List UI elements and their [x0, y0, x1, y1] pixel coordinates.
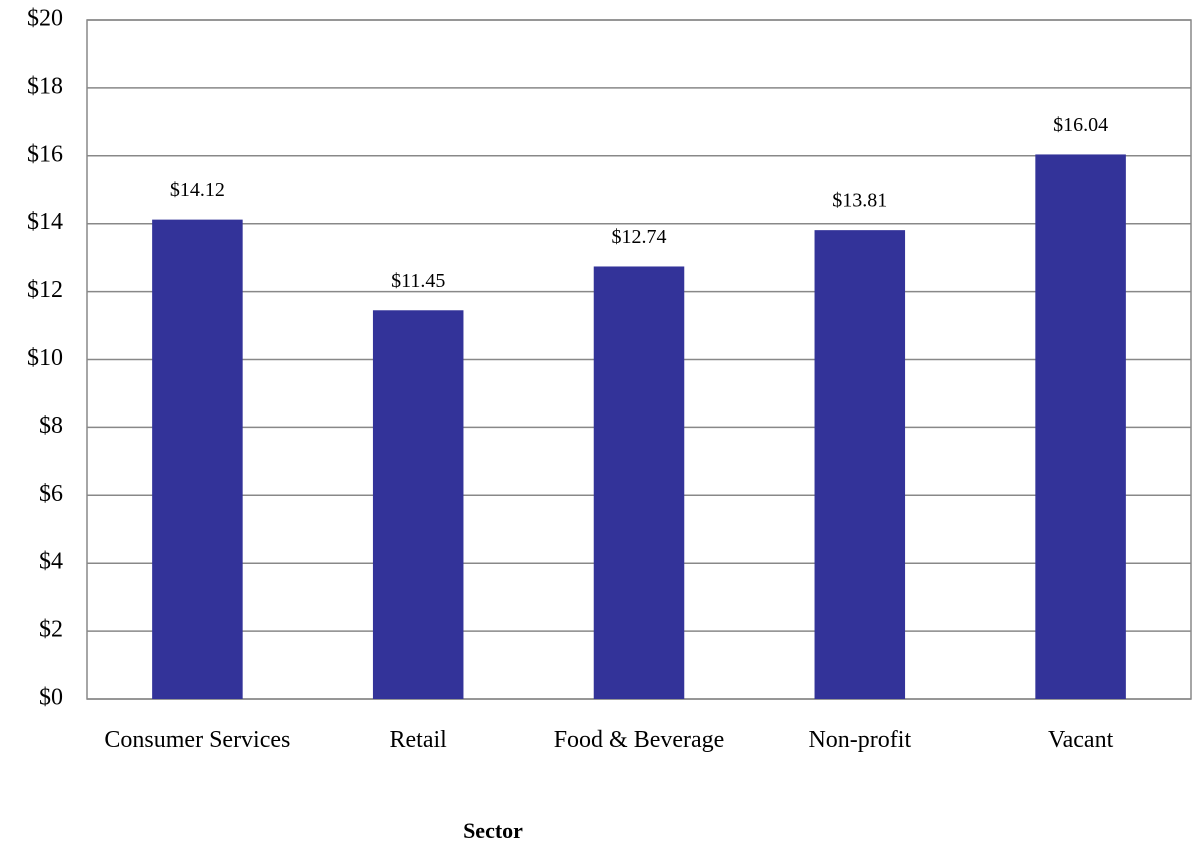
y-tick-label: $12: [27, 277, 63, 303]
value-label: $14.12: [170, 179, 225, 201]
bar: [372, 310, 464, 699]
y-tick-label: $10: [27, 345, 63, 371]
y-tick-label: $20: [27, 6, 63, 32]
y-tick-label: $18: [27, 73, 63, 99]
y-tick-label: $16: [27, 141, 63, 167]
value-label: $12.74: [612, 226, 667, 248]
x-tick-label: Food & Beverage: [553, 727, 725, 753]
x-tick-label: Non-profit: [808, 727, 912, 753]
value-label: $16.04: [1053, 114, 1108, 136]
x-axis-title: Sector: [463, 818, 523, 843]
value-label: $13.81: [832, 190, 887, 212]
x-tick-label: Consumer Services: [104, 727, 291, 753]
bar: [152, 219, 243, 699]
y-tick-label: $0: [39, 685, 63, 711]
y-tick-label: $8: [39, 413, 63, 439]
y-tick-label: $2: [39, 617, 63, 643]
value-label: $11.45: [391, 270, 445, 292]
y-tick-label: $4: [39, 549, 63, 575]
y-tick-label: $6: [39, 481, 63, 507]
x-tick-label: Retail: [389, 727, 447, 753]
bar: [593, 266, 685, 699]
y-tick-label: $14: [27, 209, 63, 235]
bar: [814, 230, 906, 699]
bar: [1035, 154, 1126, 699]
x-tick-label: Vacant: [1047, 727, 1114, 753]
